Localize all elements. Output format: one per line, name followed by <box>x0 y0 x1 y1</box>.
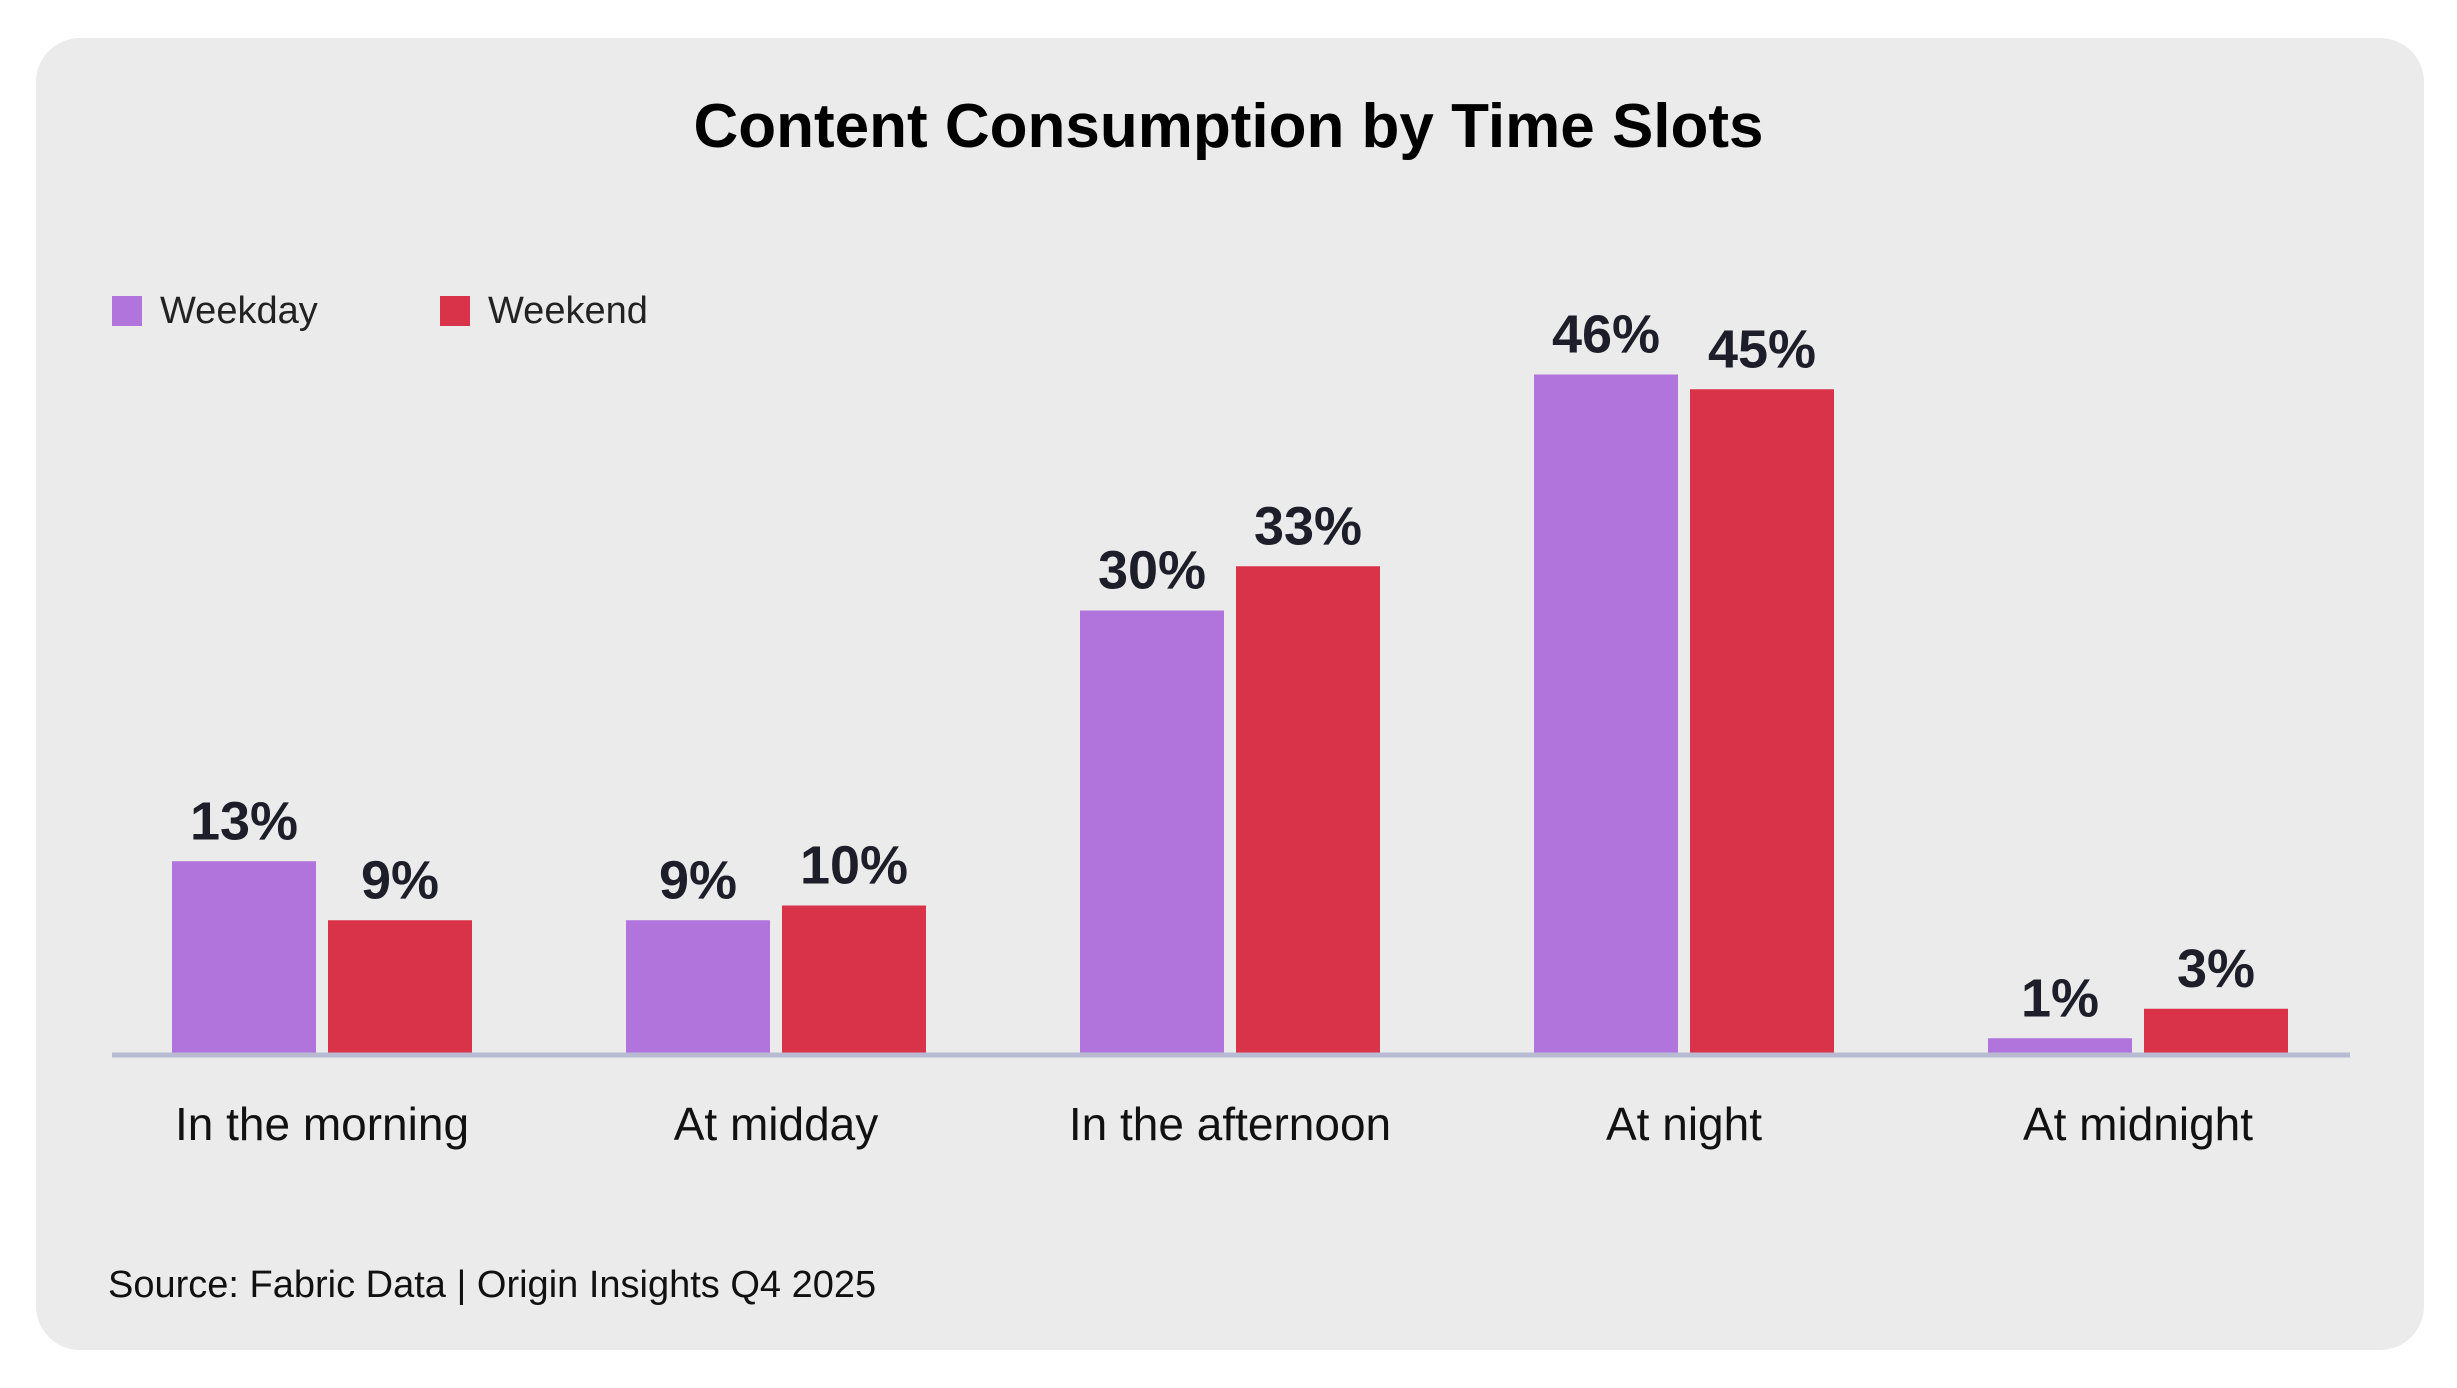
source-note: Source: Fabric Data | Origin Insights Q4… <box>108 1264 877 1306</box>
data-label-weekend-in-the-afternoon: 33% <box>1254 496 1362 556</box>
bar-weekday-at-midnight <box>1988 1038 2132 1053</box>
chart-title: Content Consumption by Time Slots <box>693 92 1764 161</box>
x-tick-label-in-the-morning: In the morning <box>175 1098 469 1150</box>
legend-label-weekday: Weekday <box>160 290 318 332</box>
bar-weekday-at-midday <box>626 920 770 1053</box>
data-label-weekend-at-midday: 10% <box>800 836 908 896</box>
bar-weekend-in-the-afternoon <box>1236 566 1380 1053</box>
x-tick-label-at-midday: At midday <box>674 1098 879 1150</box>
data-label-weekday-in-the-morning: 13% <box>190 791 298 851</box>
x-tick-label-at-midnight: At midnight <box>2023 1098 2253 1150</box>
bar-weekend-in-the-morning <box>328 920 472 1053</box>
bar-weekday-in-the-morning <box>172 861 316 1053</box>
x-tick-label-at-night: At night <box>1606 1098 1762 1150</box>
data-label-weekday-at-night: 46% <box>1552 305 1660 365</box>
legend-swatch-weekday <box>112 296 142 326</box>
bar-weekend-at-night <box>1690 389 1834 1053</box>
bar-weekend-at-midday <box>782 905 926 1053</box>
data-label-weekend-at-night: 45% <box>1708 319 1816 379</box>
legend-item-weekday: Weekday <box>112 292 318 330</box>
data-label-weekend-in-the-morning: 9% <box>361 850 439 910</box>
bar-weekday-at-night <box>1534 374 1678 1053</box>
legend-item-weekend: Weekend <box>440 292 648 330</box>
legend-label-weekend: Weekend <box>488 290 648 332</box>
data-label-weekday-at-midday: 9% <box>659 850 737 910</box>
legend-swatch-weekend <box>440 296 470 326</box>
bar-weekend-at-midnight <box>2144 1008 2288 1053</box>
chart-card <box>36 38 2424 1350</box>
data-label-weekday-in-the-afternoon: 30% <box>1098 541 1206 601</box>
data-label-weekend-at-midnight: 3% <box>2177 939 2255 999</box>
data-label-weekday-at-midnight: 1% <box>2021 968 2099 1028</box>
x-tick-label-in-the-afternoon: In the afternoon <box>1069 1098 1391 1150</box>
bar-weekday-in-the-afternoon <box>1080 610 1224 1053</box>
